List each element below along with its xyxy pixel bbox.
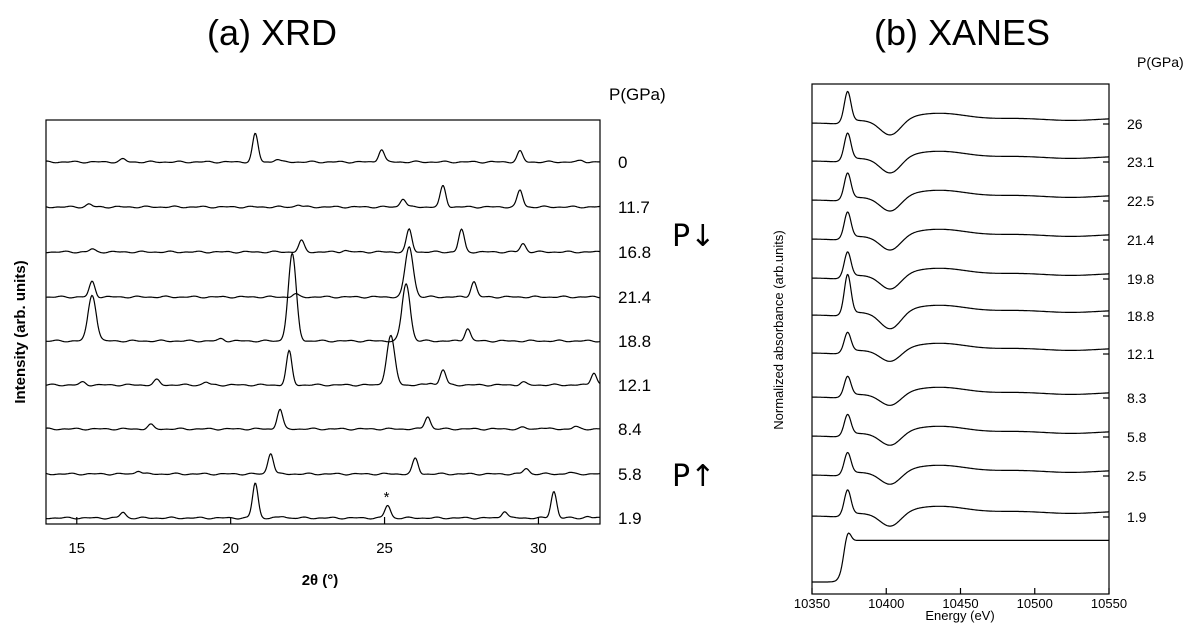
xanes-curve-21-4 <box>812 211 1109 251</box>
xanes-pressure-labels: 26 23.1 22.5 21.4 19.8 18.8 12.1 8.3 5.8 2.5 1.9 <box>1127 116 1154 525</box>
xanes-pressure-label: 19.8 <box>1127 271 1154 287</box>
xrd-curve-5-8 <box>45 452 601 476</box>
xanes-curve-12-1 <box>812 331 1109 362</box>
xanes-x-tick-label: 10450 <box>942 596 978 611</box>
xanes-x-axis-label: Energy (eV) <box>925 608 994 623</box>
xrd-curve-18-8 <box>45 252 601 343</box>
xanes-curve-2-5 <box>812 451 1109 485</box>
xrd-curve-21-4 <box>46 246 601 299</box>
xanes-x-tick-label: 10400 <box>868 596 904 611</box>
xrd-pressure-label: 5.8 <box>618 465 642 484</box>
xrd-curve-8-4 <box>45 408 601 431</box>
xrd-plot-frame <box>45 119 601 525</box>
xrd-curve-1-9 <box>46 482 601 520</box>
xanes-pressure-header: P(GPa) <box>1137 54 1184 70</box>
xrd-panel: (a) XRD P(GPa) 15 20 25 30 0 11.7 16.8 21.4 18.… <box>12 12 715 589</box>
xanes-pressure-label: 1.9 <box>1127 509 1147 525</box>
xanes-curve-8-3 <box>812 375 1109 406</box>
pressure-decreasing-label: P↓ <box>672 219 715 254</box>
xrd-curve-11-7 <box>45 184 601 209</box>
xrd-pressure-header: P(GPa) <box>609 85 666 104</box>
xanes-curve-26 <box>812 90 1109 136</box>
xrd-x-axis-label: 2θ (°) <box>302 572 339 589</box>
xrd-x-tick-label: 30 <box>530 540 547 557</box>
xanes-curve-23-1 <box>812 132 1109 174</box>
pressure-increasing-label: P↑ <box>672 459 715 494</box>
xanes-pressure-label: 23.1 <box>1127 154 1154 170</box>
xrd-x-tick-label: 25 <box>376 540 393 557</box>
xanes-curve-1-9 <box>812 489 1109 527</box>
xanes-pressure-label: 8.3 <box>1127 390 1147 406</box>
xanes-pressure-label: 2.5 <box>1127 468 1147 484</box>
xanes-curve-5-8 <box>812 413 1109 446</box>
xanes-plot-frame <box>811 83 1110 595</box>
xrd-curve-16-8 <box>46 228 601 254</box>
xrd-x-tick-label: 15 <box>68 540 85 557</box>
xrd-pressure-label: 8.4 <box>618 420 642 439</box>
xanes-x-tick-label: 10350 <box>794 596 830 611</box>
xanes-title: (b) XANES <box>874 12 1050 53</box>
xanes-pressure-label: 18.8 <box>1127 308 1154 324</box>
xanes-reference-edge <box>812 532 1109 583</box>
xrd-pressure-labels: 0 11.7 16.8 21.4 18.8 12.1 8.4 5.8 1.9 <box>618 153 651 528</box>
xanes-x-tick-label: 10550 <box>1091 596 1127 611</box>
xanes-panel: (b) XANES P(GPa) 10350 10400 10450 10500 105… <box>771 12 1184 623</box>
xanes-x-tick-label: 10500 <box>1017 596 1053 611</box>
xrd-pressure-label: 18.8 <box>618 332 651 351</box>
xrd-curve-12-1 <box>45 334 601 387</box>
xrd-pressure-label: 12.1 <box>618 376 651 395</box>
xanes-pressure-label: 26 <box>1127 116 1143 132</box>
xrd-curve-0 <box>45 132 600 164</box>
xanes-curves <box>812 90 1109 583</box>
xrd-x-ticks: 15 20 25 30 <box>68 517 547 557</box>
xrd-pressure-label: 0 <box>618 153 627 172</box>
xanes-curve-18-8 <box>812 273 1109 330</box>
xanes-curve-22-5 <box>812 172 1109 212</box>
xanes-pressure-label: 22.5 <box>1127 193 1154 209</box>
xrd-pressure-label: 16.8 <box>618 243 651 262</box>
xanes-pressure-label: 5.8 <box>1127 429 1147 445</box>
xrd-title: (a) XRD <box>207 12 337 53</box>
xanes-pressure-label: 21.4 <box>1127 232 1154 248</box>
xanes-x-ticks: 10350 10400 10450 10500 10550 <box>794 123 1127 611</box>
xrd-pressure-label: 11.7 <box>618 198 650 217</box>
xrd-curves <box>45 132 601 520</box>
xrd-pressure-label: 1.9 <box>618 509 642 528</box>
xrd-pressure-label: 21.4 <box>618 288 651 307</box>
xanes-pressure-label: 12.1 <box>1127 346 1154 362</box>
xanes-y-axis-label: Normalized absorbance (arb.units) <box>771 230 786 429</box>
xrd-y-axis-label: Intensity (arb. units) <box>12 260 29 403</box>
xanes-curve-19-8 <box>812 251 1109 290</box>
xrd-x-tick-label: 20 <box>222 540 239 557</box>
xrd-asterisk-annotation: * <box>384 489 390 506</box>
